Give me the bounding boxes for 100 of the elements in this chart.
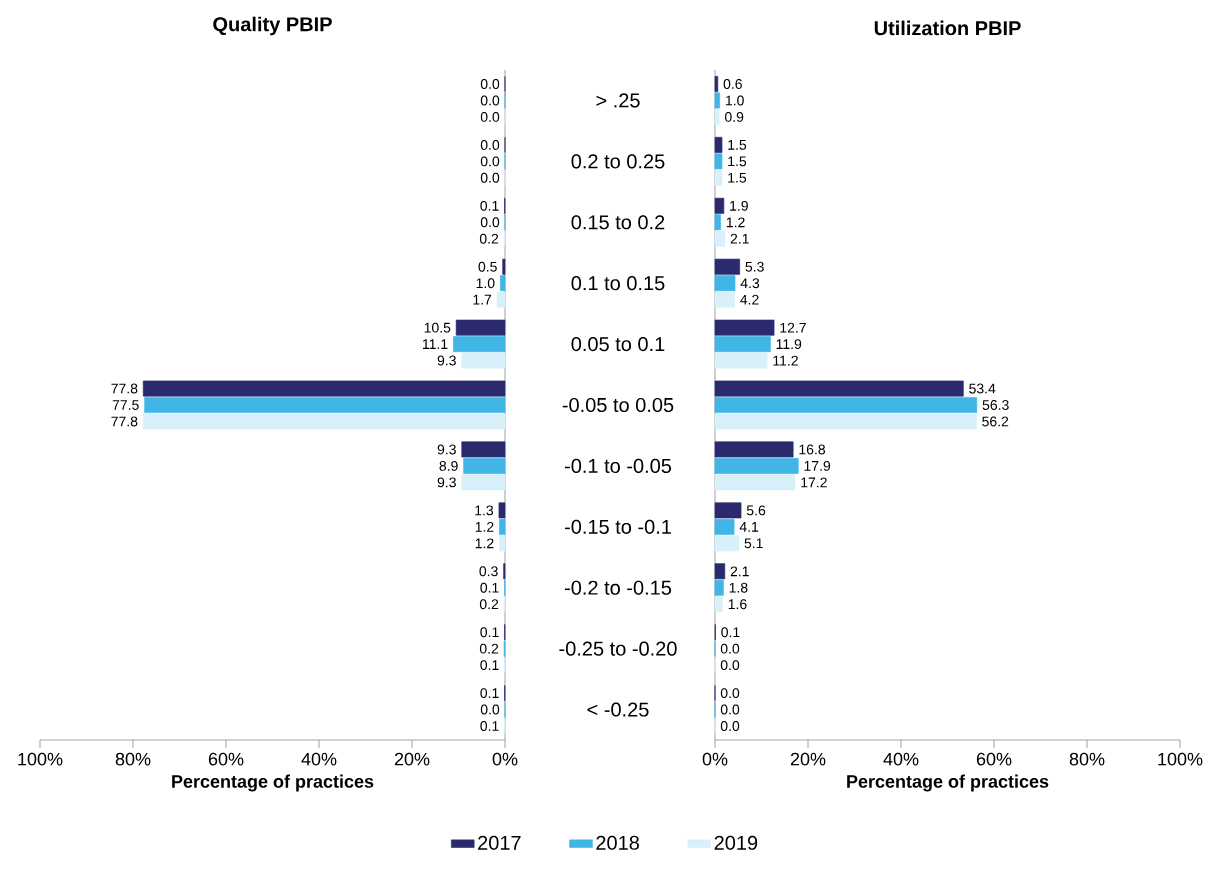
bar <box>714 108 720 125</box>
data-label: 0.2 <box>479 643 499 654</box>
data-label: 0.1 <box>480 627 499 638</box>
x-tick-label: 20% <box>790 752 826 766</box>
legend-label: 2018 <box>596 835 639 850</box>
bar <box>453 336 506 353</box>
y-tick-label: 0.1 to 0.15 <box>571 276 665 291</box>
data-label: 5.1 <box>744 538 763 549</box>
x-tick-label: 80% <box>1069 752 1105 766</box>
data-label: 1.2 <box>475 521 494 532</box>
data-label: 0.1 <box>480 582 499 593</box>
bar <box>461 352 506 369</box>
bar <box>144 397 506 413</box>
bar <box>499 535 506 552</box>
data-label: 4.3 <box>740 278 760 289</box>
bar <box>714 535 740 552</box>
legend-label: 2019 <box>714 835 758 850</box>
y-tick-label: -0.2 to -0.15 <box>564 580 672 595</box>
data-label: 0.0 <box>480 156 500 167</box>
x-axis-title: Percentage of practices <box>172 774 374 792</box>
bar <box>498 502 506 519</box>
data-label: 53.4 <box>969 383 996 394</box>
data-label: 1.0 <box>476 278 495 289</box>
data-label: 77.5 <box>112 400 139 410</box>
data-label: 0.0 <box>720 688 740 699</box>
data-label: 0.0 <box>480 139 500 150</box>
data-label: 11.1 <box>422 339 448 349</box>
data-label: 4.1 <box>739 522 759 532</box>
bar <box>142 380 506 397</box>
data-label: 77.8 <box>111 383 138 394</box>
legend-label: 2017 <box>478 835 521 850</box>
chart-title: Utilization PBIP <box>874 20 1021 36</box>
data-label: 1.5 <box>728 140 747 150</box>
y-tick-label: -0.05 to 0.05 <box>562 397 674 413</box>
data-label: 9.3 <box>437 355 456 366</box>
data-label: 4.2 <box>740 294 759 305</box>
bar <box>714 136 723 153</box>
y-tick-label: > .25 <box>596 93 640 108</box>
data-label: 56.3 <box>982 400 1009 410</box>
bar <box>714 596 723 613</box>
data-label: 0.2 <box>479 599 499 610</box>
data-label: 1.8 <box>729 582 748 593</box>
bar <box>714 258 740 275</box>
bar <box>714 214 721 231</box>
bar <box>714 169 723 186</box>
bar <box>496 291 506 308</box>
x-tick-label: 100% <box>18 752 63 766</box>
bar <box>714 153 723 170</box>
bar <box>714 275 736 292</box>
bar <box>502 258 506 275</box>
data-label: 0.0 <box>480 704 500 715</box>
bar <box>714 397 978 413</box>
bar <box>455 319 506 336</box>
data-label: 11.9 <box>776 339 802 350</box>
bar <box>714 518 735 535</box>
data-label: 8.9 <box>439 460 458 471</box>
y-tick-label: -0.25 to -0.20 <box>559 641 677 656</box>
y-tick-label: < -0.25 <box>587 702 649 717</box>
bar <box>714 563 726 580</box>
data-label: 0.0 <box>480 172 500 183</box>
data-label: 0.6 <box>723 79 742 89</box>
chart-title: Quality PBIP <box>213 16 332 36</box>
data-label: 10.5 <box>424 322 451 333</box>
data-label: 1.3 <box>475 505 494 516</box>
bar <box>714 502 742 519</box>
x-tick-label: 60% <box>976 752 1012 766</box>
x-tick-label: 100% <box>1158 752 1203 766</box>
data-label: 5.3 <box>745 261 764 272</box>
bar <box>714 474 796 491</box>
data-label: 0.1 <box>480 688 499 699</box>
data-label: 1.6 <box>728 599 747 610</box>
data-label: 12.7 <box>780 322 806 333</box>
bar <box>714 457 799 474</box>
data-label: 17.2 <box>801 477 827 488</box>
bar <box>714 413 977 430</box>
x-tick-label: 40% <box>301 752 337 766</box>
data-label: 0.1 <box>480 721 499 731</box>
bar <box>714 441 794 458</box>
data-label: 17.9 <box>804 460 831 471</box>
data-label: 2.1 <box>730 233 749 244</box>
x-tick-label: 20% <box>394 752 430 766</box>
x-axis-title: Percentage of practices <box>847 774 1049 792</box>
data-label: 1.0 <box>725 95 744 106</box>
data-label: 77.8 <box>111 416 138 427</box>
bar <box>461 474 506 491</box>
bar <box>714 319 775 336</box>
data-label: 1.5 <box>728 172 747 183</box>
data-label: 0.0 <box>720 721 740 731</box>
data-label: 11.2 <box>773 355 798 366</box>
x-tick-label: 80% <box>115 752 151 766</box>
data-label: 1.9 <box>730 200 748 211</box>
data-label: 0.0 <box>480 111 500 122</box>
bar <box>714 291 735 308</box>
data-label: 0.1 <box>480 200 499 211</box>
data-label: 1.2 <box>726 217 745 228</box>
data-label: 0.0 <box>720 643 740 654</box>
bar <box>142 413 506 430</box>
y-tick-label: 0.15 to 0.2 <box>571 215 665 230</box>
data-label: 0.5 <box>478 261 497 272</box>
data-label: 56.2 <box>982 416 1009 427</box>
